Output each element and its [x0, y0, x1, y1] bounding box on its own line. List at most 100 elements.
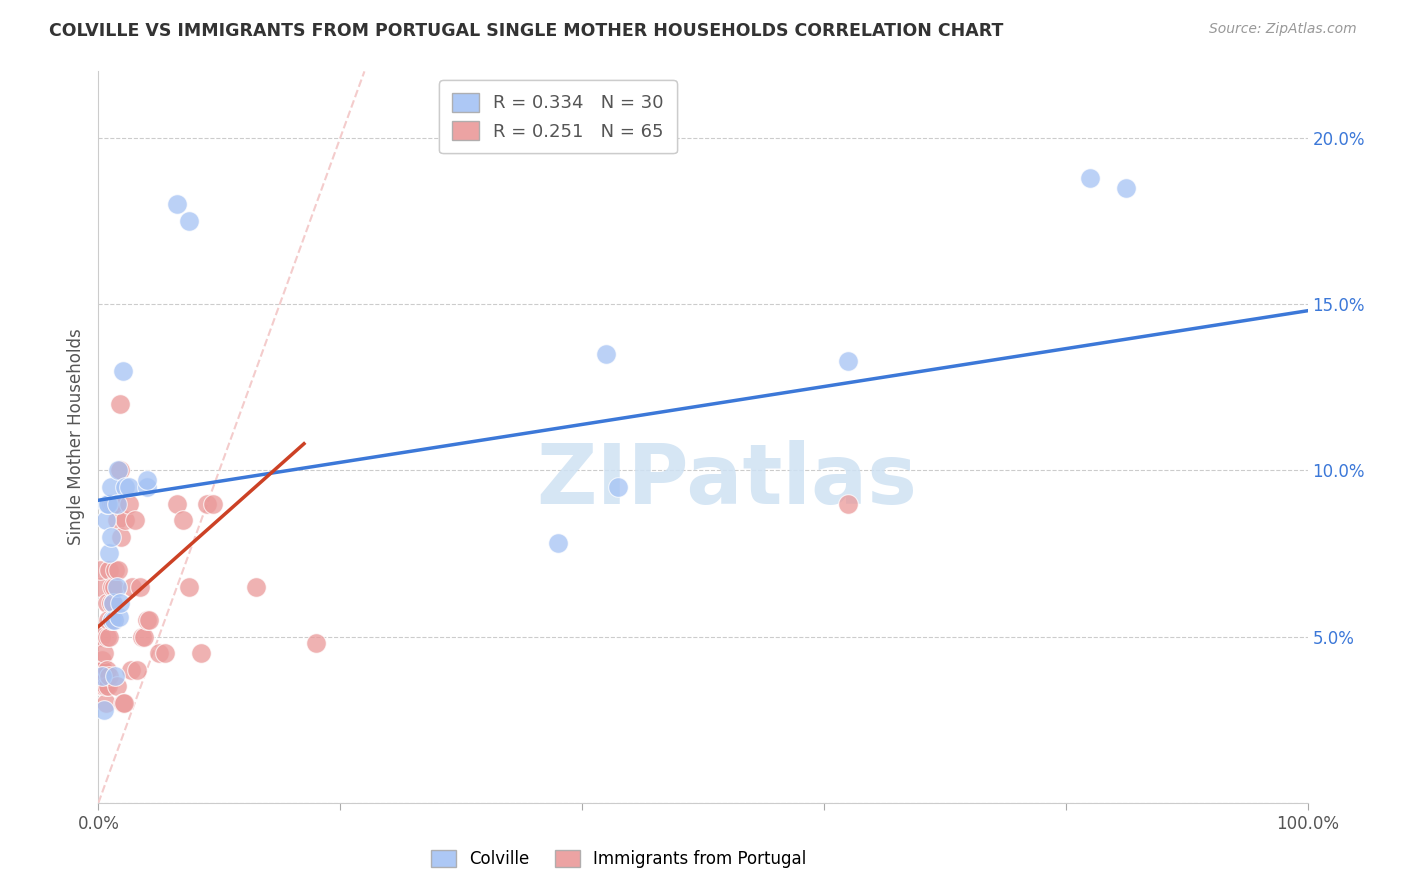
- Point: [91, 680, 114, 694]
- Point: [108, 397, 131, 411]
- Point: [107, 463, 129, 477]
- Point: [172, 513, 194, 527]
- Point: [134, 630, 156, 644]
- Point: [97, 680, 120, 694]
- Point: [101, 596, 124, 610]
- Point: [114, 513, 136, 527]
- Point: [118, 480, 141, 494]
- Point: [91, 663, 114, 677]
- Point: [595, 347, 617, 361]
- Point: [93, 703, 115, 717]
- Point: [837, 497, 859, 511]
- Point: [107, 563, 129, 577]
- Point: [121, 580, 143, 594]
- Point: [103, 613, 125, 627]
- Point: [91, 663, 114, 677]
- Point: [1078, 170, 1101, 185]
- Point: [100, 613, 122, 627]
- Point: [89, 580, 111, 594]
- Point: [1115, 180, 1137, 194]
- Legend: Colville, Immigrants from Portugal: Colville, Immigrants from Portugal: [425, 843, 813, 875]
- Point: [305, 636, 328, 650]
- Point: [105, 580, 128, 594]
- Point: [90, 663, 112, 677]
- Y-axis label: Single Mother Households: Single Mother Households: [66, 329, 84, 545]
- Point: [108, 463, 131, 477]
- Point: [91, 669, 114, 683]
- Point: [837, 353, 859, 368]
- Point: [153, 646, 176, 660]
- Point: [107, 497, 129, 511]
- Point: [110, 530, 132, 544]
- Point: [547, 536, 569, 550]
- Point: [195, 497, 218, 511]
- Point: [124, 513, 146, 527]
- Legend: R = 0.334   N = 30, R = 0.251   N = 65: R = 0.334 N = 30, R = 0.251 N = 65: [439, 80, 676, 153]
- Point: [91, 680, 114, 694]
- Point: [111, 696, 134, 710]
- Point: [98, 669, 121, 683]
- Point: [135, 473, 157, 487]
- Text: COLVILLE VS IMMIGRANTS FROM PORTUGAL SINGLE MOTHER HOUSEHOLDS CORRELATION CHART: COLVILLE VS IMMIGRANTS FROM PORTUGAL SIN…: [49, 22, 1004, 40]
- Point: [103, 580, 125, 594]
- Point: [131, 630, 153, 644]
- Point: [114, 480, 136, 494]
- Point: [93, 680, 115, 694]
- Point: [112, 696, 135, 710]
- Point: [105, 513, 128, 527]
- Point: [100, 530, 122, 544]
- Point: [97, 497, 120, 511]
- Text: Source: ZipAtlas.com: Source: ZipAtlas.com: [1209, 22, 1357, 37]
- Point: [190, 646, 212, 660]
- Point: [101, 596, 124, 610]
- Point: [166, 197, 188, 211]
- Point: [97, 613, 120, 627]
- Point: [96, 663, 118, 677]
- Text: ZIPatlas: ZIPatlas: [537, 441, 918, 522]
- Point: [120, 663, 142, 677]
- Point: [93, 646, 115, 660]
- Point: [89, 563, 111, 577]
- Point: [98, 630, 121, 644]
- Point: [91, 669, 114, 683]
- Point: [101, 497, 124, 511]
- Point: [138, 613, 160, 627]
- Point: [100, 497, 122, 511]
- Point: [111, 363, 134, 377]
- Point: [128, 580, 150, 594]
- Point: [98, 563, 121, 577]
- Point: [98, 546, 121, 560]
- Point: [94, 513, 117, 527]
- Point: [100, 613, 122, 627]
- Point: [100, 580, 122, 594]
- Point: [90, 630, 112, 644]
- Point: [96, 630, 118, 644]
- Point: [166, 497, 188, 511]
- Point: [202, 497, 225, 511]
- Point: [93, 669, 115, 683]
- Point: [91, 653, 114, 667]
- Point: [108, 596, 131, 610]
- Point: [135, 613, 157, 627]
- Point: [607, 480, 630, 494]
- Point: [104, 497, 127, 511]
- Point: [179, 214, 201, 228]
- Point: [105, 680, 128, 694]
- Point: [94, 696, 117, 710]
- Point: [127, 663, 149, 677]
- Point: [100, 480, 122, 494]
- Point: [94, 680, 117, 694]
- Point: [105, 497, 128, 511]
- Point: [108, 609, 131, 624]
- Point: [100, 596, 122, 610]
- Point: [118, 497, 141, 511]
- Point: [104, 563, 127, 577]
- Point: [148, 646, 170, 660]
- Point: [179, 580, 201, 594]
- Point: [96, 497, 118, 511]
- Point: [135, 480, 157, 494]
- Point: [103, 613, 125, 627]
- Point: [96, 596, 118, 610]
- Point: [104, 669, 127, 683]
- Point: [245, 580, 267, 594]
